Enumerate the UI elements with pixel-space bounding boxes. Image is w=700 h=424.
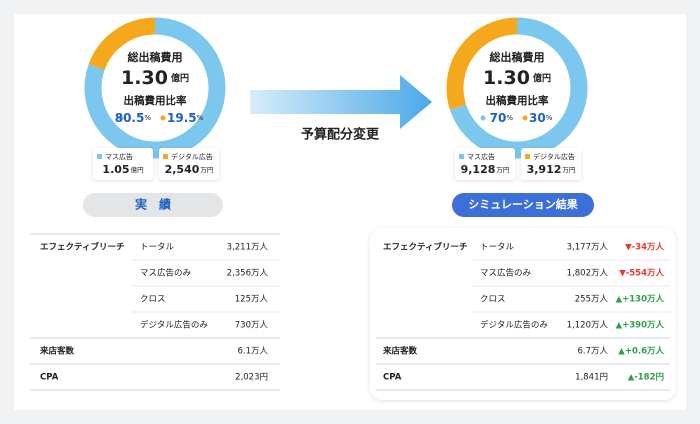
result-card [370,228,676,400]
row-value: 730万人 [235,321,269,331]
row-group: 来店客数 [382,346,418,357]
row-delta: ▲+390万人 [616,320,665,331]
amount-value: 2,540 [165,163,200,176]
row-delta: ▼-34万人 [625,242,664,253]
row-item: トータル [140,243,175,253]
donut-slice [84,17,226,159]
row-value: 125万人 [235,295,269,305]
donut-slice [88,17,156,71]
ratio-dot [480,115,486,121]
ratio-dot [522,115,528,121]
ratio-unit: % [197,114,204,122]
ratio-unit: % [506,114,513,122]
row-delta: ▲+0.6万人 [618,346,664,357]
legend-box [455,148,515,180]
ratio-value: 70 [490,111,507,125]
actual-label: 実 績 [135,197,171,212]
legend-label: マス広告 [467,152,495,161]
row-item: マス広告のみ [480,268,532,279]
center-title: 総出稿費用 [128,50,183,64]
row-value: 6.1万人 [237,347,268,357]
arrow [250,75,432,129]
row-item: デジタル広告のみ [140,320,208,331]
row-value: 1,120万人 [567,321,609,331]
total-value: 1.30 [483,67,530,89]
legend-amount: 2,540万円 [165,163,214,176]
legend-label: デジタル広告 [171,152,213,161]
row-delta: ▲+130万人 [616,294,665,305]
ratio-label: 80.5% [115,111,152,125]
ratio-label: 70% [490,111,514,125]
ratio-value: 80.5 [115,111,145,125]
center-total: 1.30 億円 [121,67,189,89]
total-unit: 億円 [533,72,551,84]
center-subtitle: 出稿費用比率 [486,94,549,107]
row-item: デジタル広告のみ [480,320,548,331]
row-group: CPA [383,373,402,383]
row-value: 3,211万人 [227,243,269,253]
amount-unit: 億円 [131,165,144,174]
amount-unit: 万円 [496,166,509,174]
row-delta: ▲-182円 [628,373,664,383]
ratio-unit: % [546,114,553,122]
row-group: CPA [40,373,59,383]
amount-value: 9,128 [461,163,496,176]
ratio-unit: % [144,114,151,122]
legend-swatch [525,154,530,159]
legend-swatch [97,154,102,159]
row-item: マス広告のみ [140,268,192,279]
center-subtitle: 出稿費用比率 [124,94,187,107]
donut-slice [446,17,518,110]
row-value: 3,177万人 [567,243,609,253]
row-value: 6.7万人 [577,347,608,357]
ratio-value: 19.5 [167,111,197,125]
row-item: トータル [480,243,515,253]
ratio-dot [160,115,166,121]
legend-box [159,148,219,180]
legend-amount: 1.05億円 [102,163,143,176]
arrow-label: 予算配分変更 [301,127,380,143]
total-unit: 億円 [171,72,189,84]
ratio-dot [118,115,124,121]
legend-amount: 9,128万円 [461,163,510,176]
amount-value: 3,912 [527,163,562,176]
row-value: 255万人 [575,295,609,305]
row-item: クロス [140,295,166,305]
row-item: クロス [480,295,506,305]
legend-label: デジタル広告 [533,152,575,161]
simulation-label: シミュレーション結果 [468,197,578,211]
legend-box [93,148,153,180]
ratio-label: 30% [529,111,553,125]
center-title: 総出稿費用 [490,50,545,64]
row-group: エフェクティブリーチ [40,242,125,253]
row-value: 1,841円 [575,373,608,383]
donut-slice [449,17,588,159]
ratio-value: 30 [529,111,546,125]
legend-amount: 3,912万円 [527,163,576,176]
row-value: 2,023円 [235,373,268,383]
row-group: 来店客数 [39,346,75,357]
actual-pill [83,193,223,217]
row-value: 1,802万人 [567,269,609,279]
legend-box [521,148,581,180]
amount-unit: 万円 [200,166,213,174]
legend-swatch [459,154,464,159]
simulation-pill [452,193,594,217]
row-delta: ▼-554万人 [619,268,664,279]
legend-label: マス広告 [105,152,133,161]
center-total: 1.30 億円 [483,67,551,89]
amount-value: 1.05 [102,163,129,176]
ratio-label: 19.5% [167,111,204,125]
row-group: エフェクティブリーチ [383,242,468,253]
row-value: 2,356万人 [227,269,269,279]
total-value: 1.30 [121,67,168,89]
legend-swatch [163,154,168,159]
amount-unit: 万円 [562,166,575,174]
